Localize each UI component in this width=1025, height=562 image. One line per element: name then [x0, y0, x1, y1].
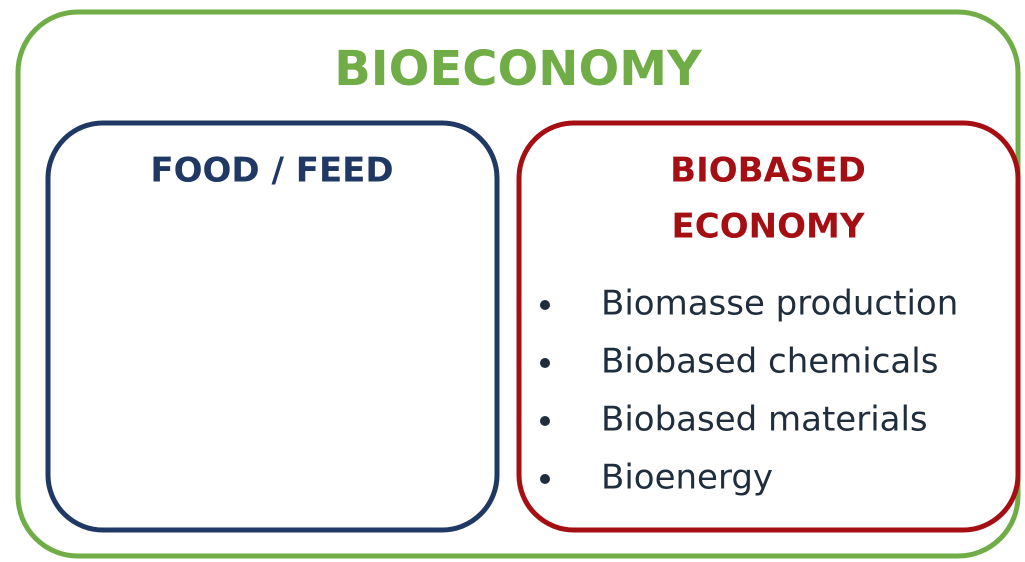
bullet [540, 300, 550, 310]
bullet [540, 416, 550, 426]
food-feed-title: FOOD / FEED [150, 151, 393, 191]
list-item: Biobased chemicals [601, 342, 938, 382]
bullet [540, 358, 550, 368]
biobased-title-line: BIOBASED [670, 151, 866, 191]
list-item: Biobased materials [601, 400, 928, 440]
food-feed-box [45, 120, 500, 533]
list-item: Biomasse production [601, 284, 958, 324]
list-item: Bioenergy [601, 458, 773, 498]
title: BIOECONOMY [334, 41, 703, 97]
biobased-box [516, 120, 1021, 533]
bullet [540, 474, 550, 484]
biobased-title-line: ECONOMY [672, 207, 865, 247]
